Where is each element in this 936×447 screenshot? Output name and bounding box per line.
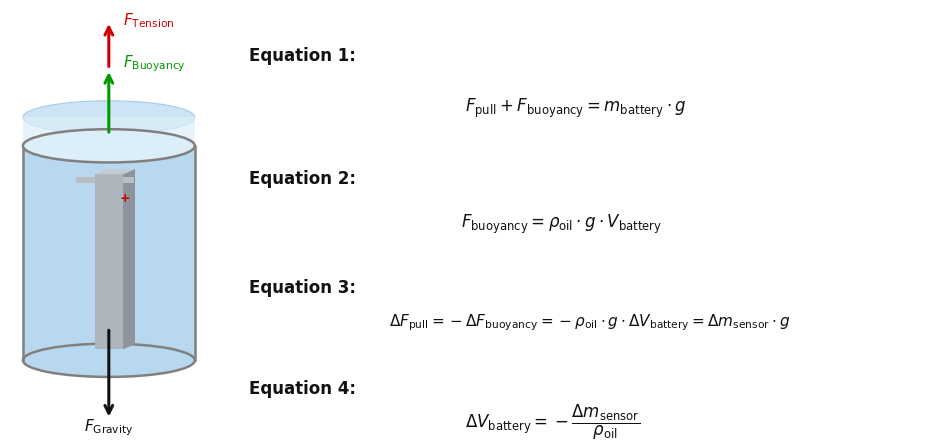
- Polygon shape: [95, 169, 135, 174]
- Text: Equation 1:: Equation 1:: [249, 47, 356, 65]
- Bar: [95, 174, 123, 350]
- Text: $F_{\mathrm{buoyancy}} = \rho_{\mathrm{oil}} \cdot g \cdot V_{\mathrm{battery}}$: $F_{\mathrm{buoyancy}} = \rho_{\mathrm{o…: [461, 213, 662, 236]
- Text: $F_{\mathsf{Tension}}$: $F_{\mathsf{Tension}}$: [123, 11, 174, 30]
- Ellipse shape: [22, 344, 195, 377]
- Text: $F_{\mathrm{pull}} + F_{\mathrm{buoyancy}} = m_{\mathrm{battery}} \cdot g$: $F_{\mathrm{pull}} + F_{\mathrm{buoyancy…: [464, 97, 686, 120]
- Text: Equation 2:: Equation 2:: [249, 170, 356, 188]
- Text: +: +: [119, 192, 130, 205]
- Text: Equation 3:: Equation 3:: [249, 279, 356, 297]
- Text: $\Delta V_{\mathrm{battery}} = -\dfrac{\Delta m_{\mathrm{sensor}}}{\rho_{\mathrm: $\Delta V_{\mathrm{battery}} = -\dfrac{\…: [464, 403, 639, 442]
- Text: Equation 4:: Equation 4:: [249, 380, 356, 398]
- Text: $\Delta F_{\mathrm{pull}} = -\Delta F_{\mathrm{buoyancy}} = -\rho_{\mathrm{oil}}: $\Delta F_{\mathrm{pull}} = -\Delta F_{\…: [388, 313, 790, 333]
- Polygon shape: [22, 146, 195, 360]
- Polygon shape: [123, 169, 135, 350]
- Polygon shape: [22, 118, 195, 146]
- Ellipse shape: [22, 129, 195, 162]
- Bar: [123, 177, 134, 183]
- Bar: [76, 177, 95, 183]
- Text: $F_{\mathsf{Gravity}}$: $F_{\mathsf{Gravity}}$: [84, 417, 134, 438]
- Text: $F_{\mathsf{Buoyancy}}$: $F_{\mathsf{Buoyancy}}$: [123, 53, 185, 74]
- Ellipse shape: [22, 101, 195, 134]
